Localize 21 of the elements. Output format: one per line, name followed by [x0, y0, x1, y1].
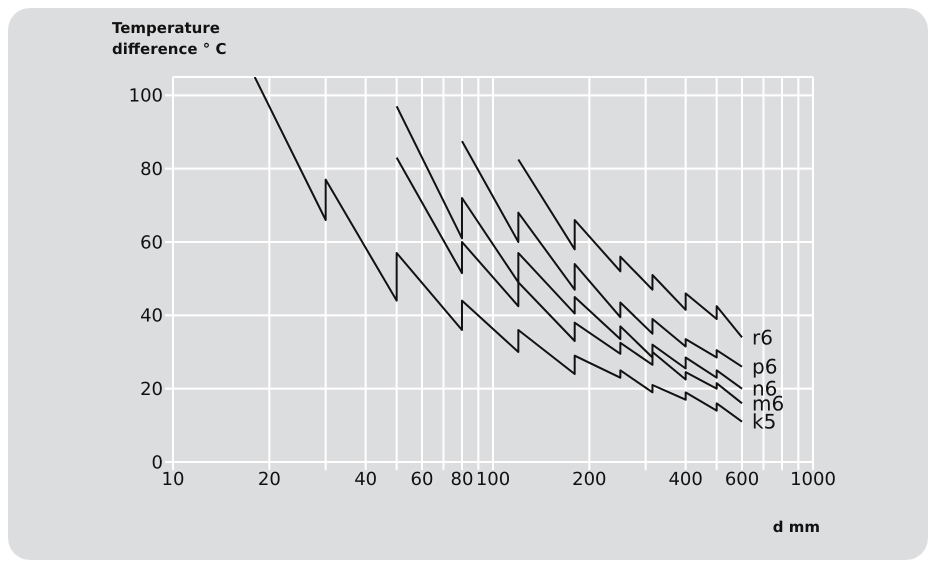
x-tick-label: 200 — [572, 468, 607, 490]
x-tick-label: 80 — [450, 468, 474, 490]
y-axis-title: Temperature difference ° C — [112, 18, 228, 60]
x-tick-label: 1000 — [790, 468, 836, 490]
x-tick-label: 400 — [668, 468, 703, 490]
x-tick-label: 20 — [258, 468, 281, 490]
x-tick-label: 60 — [410, 468, 434, 490]
y-tick-label: 80 — [140, 159, 163, 180]
series-label: k5 — [752, 410, 776, 434]
x-tick-label: 600 — [724, 468, 760, 490]
y-tick-label: 0 — [152, 452, 163, 474]
y-tick-label: 60 — [140, 232, 163, 254]
x-tick-label: 40 — [354, 468, 378, 490]
series-label: r6 — [752, 325, 773, 350]
y-tick-label: 20 — [140, 379, 163, 400]
series-label: p6 — [752, 354, 778, 379]
x-axis-title: d mm — [772, 518, 820, 536]
x-tick-label: 10 — [162, 468, 184, 490]
y-tick-label: 100 — [128, 86, 163, 107]
x-tick-label: 100 — [476, 468, 510, 490]
y-tick-label: 40 — [140, 306, 163, 327]
